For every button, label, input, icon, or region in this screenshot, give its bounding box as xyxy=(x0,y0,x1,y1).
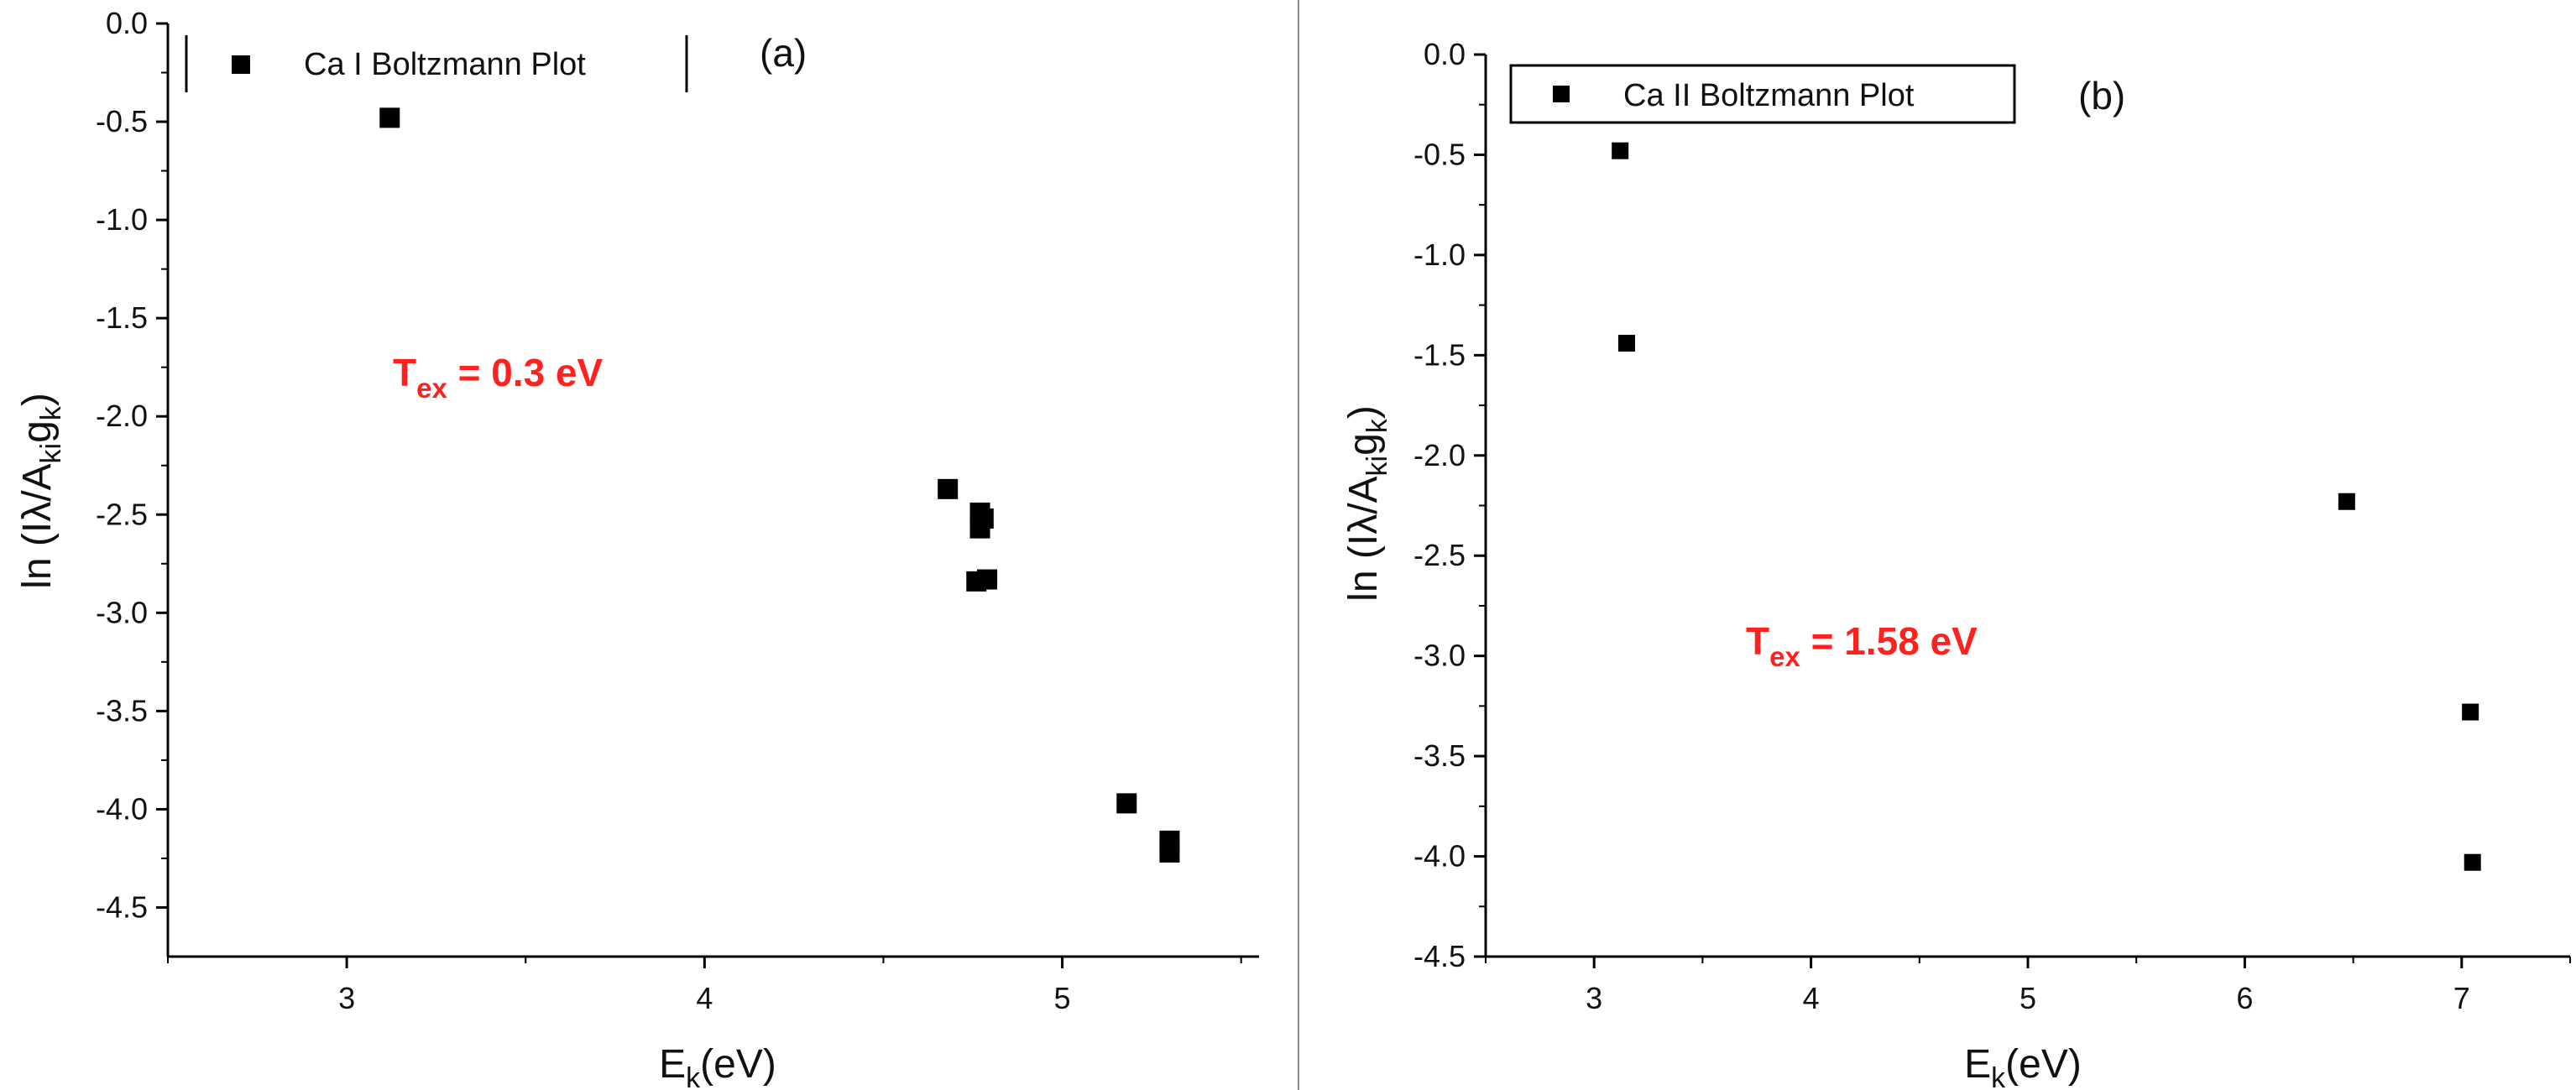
panel-a-ca-i: 0.0-0.5-1.0-1.5-2.0-2.5-3.0-3.5-4.0-4.5 … xyxy=(15,6,1259,1090)
panel-b-xlabel-rest: (eV) xyxy=(2005,1042,2082,1087)
panel-a-data-point xyxy=(938,478,959,499)
panel-b-data-point xyxy=(2338,493,2355,510)
panel-a-x-tick-label: 5 xyxy=(1054,981,1071,1015)
panel-a-data-point xyxy=(379,107,400,128)
panel-a-x-axis-title: Ek(eV) xyxy=(659,1042,776,1090)
panel-a-y-tick-label: -3.5 xyxy=(96,693,148,728)
panel-a-y-axis-title: ln (Iλ/Akigk) xyxy=(15,393,67,589)
panel-b-legend-box xyxy=(1509,64,2016,124)
panel-a-ylabel-prefix: ln (Iλ/A xyxy=(15,463,60,588)
panel-a-y-tick-label: -0.5 xyxy=(96,104,148,138)
panel-b-x-tick-label: 5 xyxy=(2020,981,2036,1015)
panel-a-data-point xyxy=(977,569,998,590)
panel-b-data-point xyxy=(1617,335,1635,352)
panel-a-axes xyxy=(166,23,1259,958)
panel-b-x-tick-label: 4 xyxy=(1803,981,1820,1015)
panel-a-legend-marker xyxy=(232,55,250,74)
panel-b-tex-annotation: Tex = 1.58 eV xyxy=(1746,619,1978,672)
panel-a-x-tick-label: 4 xyxy=(696,981,713,1015)
panel-b-tex-main: T xyxy=(1746,619,1769,663)
panel-b-tex-sub: ex xyxy=(1769,641,1800,672)
panel-a-y-tick-label: -2.0 xyxy=(96,399,148,433)
panel-b-ylabel-sub2: k xyxy=(1361,418,1393,433)
panel-a-y-tick-label: 0.0 xyxy=(106,6,148,40)
panel-b-data-point xyxy=(2462,703,2479,721)
panel-a-data-point xyxy=(1116,793,1137,814)
panel-b-y-tick-label: -2.0 xyxy=(1413,438,1466,472)
panel-a-xlabel-main: E xyxy=(659,1042,686,1087)
panel-b-y-tick-label: -4.5 xyxy=(1413,939,1466,973)
panel-b-y-tick-label: -1.5 xyxy=(1413,337,1466,372)
panel-b-xlabel-sub: k xyxy=(1991,1062,2006,1090)
panel-a-tex-main: T xyxy=(393,351,416,394)
panel-a-ylabel-suffix: ) xyxy=(15,393,60,406)
panel-b-ca-ii: 0.0-0.5-1.0-1.5-2.0-2.5-3.0-3.5-4.0-4.5 … xyxy=(1341,37,2571,1090)
panel-b-xlabel-main: E xyxy=(1964,1042,1991,1087)
panel-b-y-axis-title: ln (Iλ/Akigk) xyxy=(1341,405,1393,602)
panel-b-y-tick-label: -1.0 xyxy=(1413,237,1466,272)
panel-b-ylabel-suffix: ) xyxy=(1341,405,1386,419)
panel-b-x-tick-label: 6 xyxy=(2236,981,2253,1015)
panel-a-x-ticks: 3 4 5 xyxy=(167,957,1242,1015)
panel-a-legend-label: Ca I Boltzmann Plot xyxy=(304,47,586,82)
panel-b-y-tick-label: -3.5 xyxy=(1413,738,1466,773)
panel-b-legend-label: Ca II Boltzmann Plot xyxy=(1623,78,1915,113)
panel-a-x-tick-label: 3 xyxy=(338,981,355,1015)
panel-b-x-tick-label: 3 xyxy=(1586,981,1602,1015)
panel-b-x-tick-label: 7 xyxy=(2453,981,2470,1015)
panel-a-xlabel-rest: (eV) xyxy=(700,1042,776,1087)
panel-a-xlabel-sub: k xyxy=(686,1062,701,1090)
panel-b-y-tick-label: -2.5 xyxy=(1413,538,1466,572)
panel-a-data-point xyxy=(1159,842,1180,863)
panel-b-label: (b) xyxy=(2078,74,2125,117)
panel-b-y-tick-label: -4.0 xyxy=(1413,839,1466,874)
panel-a-y-tick-label: -4.5 xyxy=(96,889,148,924)
panel-a-tex-annotation: Tex = 0.3 eV xyxy=(393,351,604,404)
panel-b-legend-marker xyxy=(1553,86,1570,102)
panel-a-y-tick-label: -1.5 xyxy=(96,300,148,335)
panel-a-y-tick-label: -3.0 xyxy=(96,595,148,629)
panel-a-ylabel-sub2: k xyxy=(35,405,67,420)
panel-b-data-point xyxy=(1612,142,1629,159)
panel-a-ylabel-mid: g xyxy=(15,420,60,443)
panel-a-legend: Ca I Boltzmann Plot xyxy=(185,35,688,92)
panel-b-tex-rest: = 1.58 eV xyxy=(1800,619,1978,663)
panel-a-y-tick-label: -4.0 xyxy=(96,791,148,826)
panel-b-y-tick-label: -3.0 xyxy=(1413,639,1466,673)
panel-b-y-tick-label: -0.5 xyxy=(1413,137,1466,171)
panel-b-y-ticks: 0.0 -0.5 -1.0 -1.5 -2.0 -2.5 -3.0 -3.5 -4.0 -4.5 xyxy=(1413,37,1486,973)
panel-a-ylabel-sub1: ki xyxy=(35,443,67,464)
panel-b-legend: Ca II Boltzmann Plot xyxy=(1509,64,2016,124)
panel-a-tex-sub: ex xyxy=(416,373,447,404)
panel-b-x-ticks: 3 4 5 6 7 xyxy=(1485,957,2571,1015)
panel-a-data-points xyxy=(379,107,1180,863)
panel-a-tex-rest: = 0.3 eV xyxy=(447,351,604,394)
panel-a-y-tick-label: -1.0 xyxy=(96,202,148,237)
panel-a-y-ticks: 0.0 -0.5 -1.0 -1.5 -2.0 -2.5 -3.0 -3.5 -4.0 -4.5 xyxy=(96,6,168,924)
panel-b-ylabel-sub1: ki xyxy=(1361,456,1393,477)
panel-b-ylabel-mid: g xyxy=(1341,433,1386,456)
panel-a-label: (a) xyxy=(760,31,807,75)
panel-b-x-axis-title: Ek(eV) xyxy=(1964,1042,2082,1090)
panel-b-ylabel-prefix: ln (Iλ/A xyxy=(1341,476,1386,601)
panel-b-data-point xyxy=(2464,853,2481,871)
panel-b-y-tick-label: 0.0 xyxy=(1424,37,1466,71)
panel-a-data-point xyxy=(969,518,990,539)
panel-b-axes xyxy=(1484,55,2570,958)
panel-a-y-tick-label: -2.5 xyxy=(96,497,148,531)
panel-b-data-points xyxy=(1612,142,2481,871)
